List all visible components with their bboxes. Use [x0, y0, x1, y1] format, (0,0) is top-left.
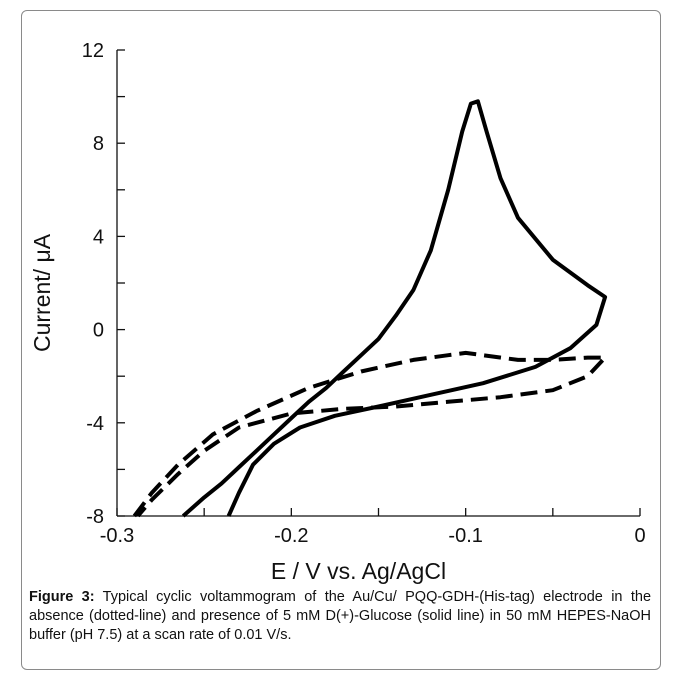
solid-series-line	[181, 99, 608, 518]
y-tick-label: -8	[86, 506, 104, 528]
chart-axes: 12 8 4 0 -4 -8-0.3 -0.2 -0.1 0	[82, 40, 646, 547]
dashed-series-line	[132, 350, 608, 518]
x-tick-label: -0.2	[274, 525, 308, 547]
y-tick-label: 12	[82, 40, 104, 62]
y-tick-label: 4	[93, 226, 104, 248]
caption-label: Figure 3:	[29, 589, 95, 605]
y-tick-label: -4	[86, 413, 104, 435]
x-axis-title: E / V vs. Ag/AgCl	[271, 558, 446, 584]
caption-text: Typical cyclic voltammogram of the Au/Cu…	[29, 589, 652, 643]
y-tick-label: 0	[93, 320, 104, 342]
x-tick-label: -0.1	[448, 525, 482, 547]
x-tick-label: 0	[634, 525, 645, 547]
y-tick-label: 8	[93, 133, 104, 155]
cyclic-voltammogram-chart: 12 8 4 0 -4 -8-0.3 -0.2 -0.1 0 E / V vs. Ag/AgCl…	[29, 40, 646, 584]
figure-frame	[21, 10, 661, 670]
x-tick-label: -0.3	[100, 525, 134, 547]
chart-series	[132, 99, 608, 518]
figure-caption: Figure 3: Typical cyclic voltammogram of…	[29, 588, 651, 645]
y-axis-title: Current/ μA	[29, 233, 55, 352]
chart-labels: E / V vs. Ag/AgCl Current/ μA	[29, 233, 446, 584]
